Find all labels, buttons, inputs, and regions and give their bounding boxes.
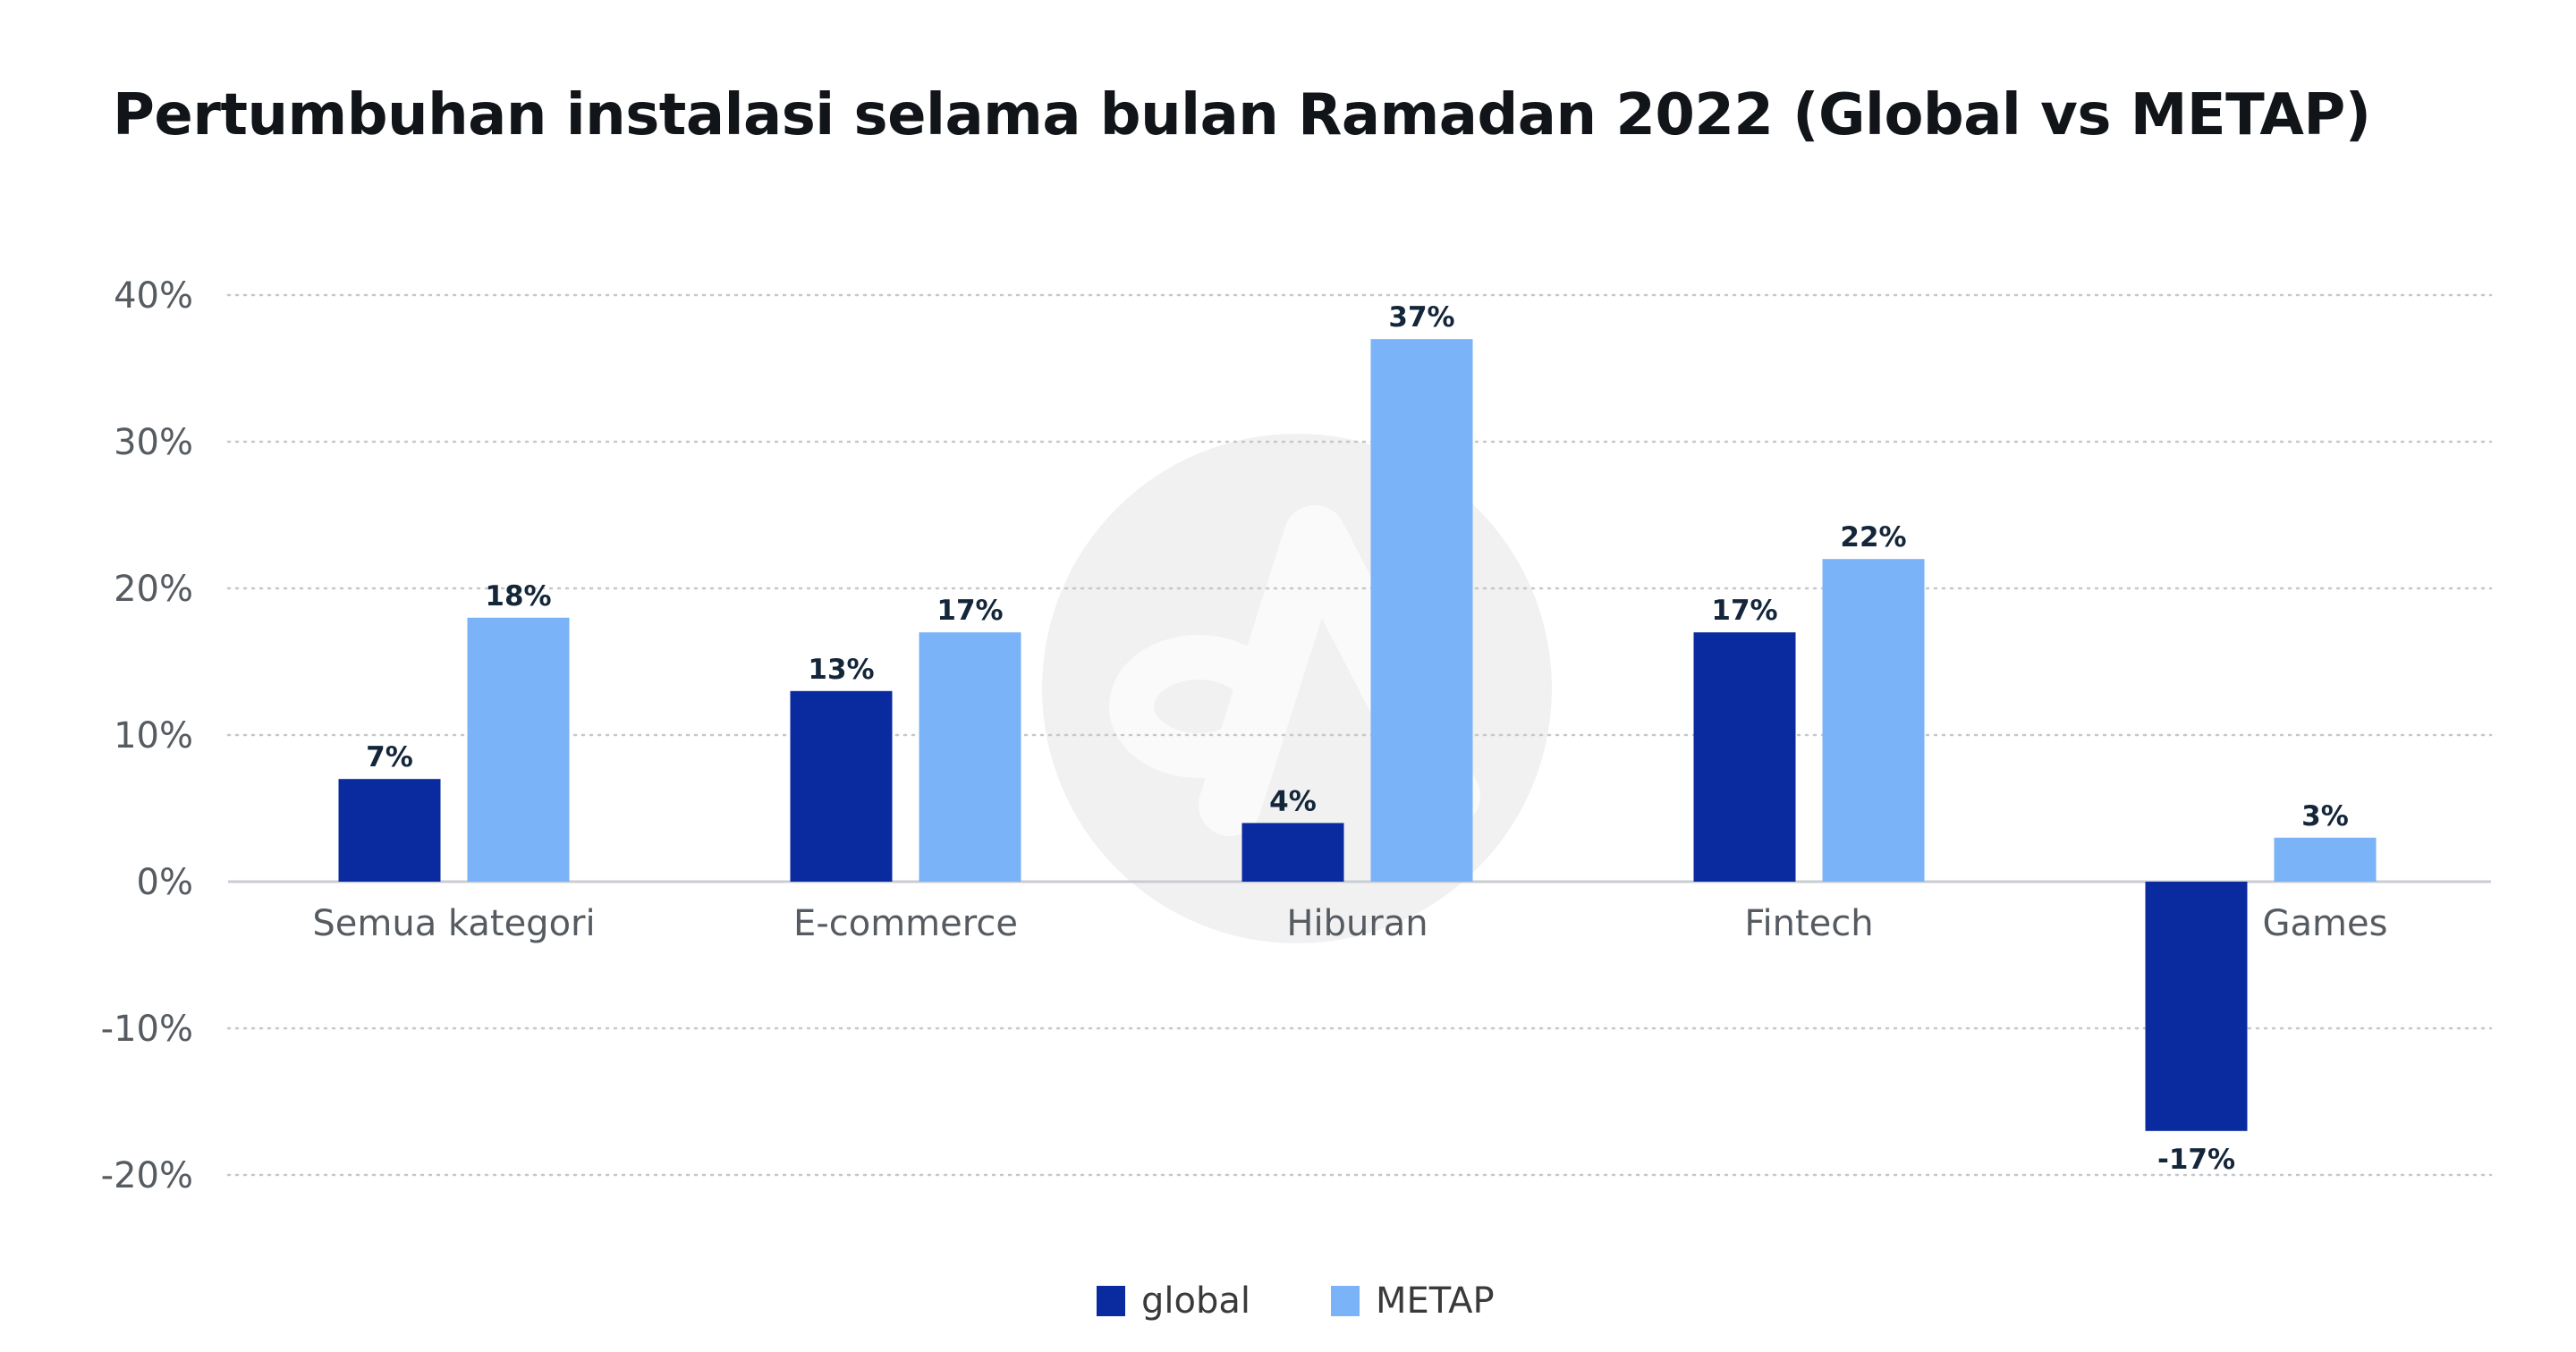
- data-label: -17%: [2157, 1144, 2235, 1176]
- data-label: 18%: [485, 580, 551, 613]
- chart-title: Pertumbuhan instalasi selama bulan Ramad…: [113, 82, 2371, 148]
- data-label: 17%: [1711, 595, 1777, 627]
- data-label: 7%: [366, 741, 413, 773]
- bar-global: [1693, 632, 1796, 882]
- bar-metap: [2274, 837, 2377, 882]
- data-label: 4%: [1269, 785, 1317, 817]
- data-label: 22%: [1840, 521, 1906, 553]
- y-tick-label: 40%: [114, 275, 193, 317]
- y-tick-label: -20%: [101, 1155, 193, 1196]
- bar-global: [1241, 823, 1344, 882]
- data-label: 37%: [1388, 301, 1454, 334]
- data-label: 3%: [2301, 800, 2349, 832]
- legend-swatch-global: [1097, 1286, 1125, 1316]
- x-tick-label: E-commerce: [793, 903, 1018, 944]
- x-tick-label: Games: [2263, 903, 2388, 944]
- legend-label-global: global: [1141, 1280, 1250, 1322]
- bar-global: [338, 779, 441, 882]
- bar-metap: [467, 617, 570, 882]
- y-tick-label: 0%: [137, 862, 193, 903]
- x-tick-label: Hiburan: [1286, 903, 1428, 944]
- x-tick-label: Semua kategori: [312, 903, 595, 944]
- x-tick-label: Fintech: [1744, 903, 1873, 944]
- bar-metap: [919, 632, 1021, 882]
- y-tick-label: 20%: [114, 569, 193, 610]
- data-label: 13%: [808, 654, 874, 686]
- y-tick-label: 30%: [114, 422, 193, 463]
- legend-swatch-metap: [1331, 1286, 1360, 1316]
- bar-metap: [1822, 559, 1925, 882]
- bar-metap: [1370, 339, 1473, 882]
- legend: global METAP: [1097, 1280, 1575, 1322]
- legend-label-metap: METAP: [1376, 1280, 1495, 1322]
- bar-global: [2145, 882, 2248, 1131]
- y-tick-label: 10%: [114, 715, 193, 756]
- legend-item-metap: METAP: [1331, 1280, 1495, 1322]
- bar-global: [790, 690, 893, 882]
- data-label: 17%: [936, 595, 1003, 627]
- legend-item-global: global: [1097, 1280, 1250, 1322]
- y-tick-label: -10%: [101, 1009, 193, 1050]
